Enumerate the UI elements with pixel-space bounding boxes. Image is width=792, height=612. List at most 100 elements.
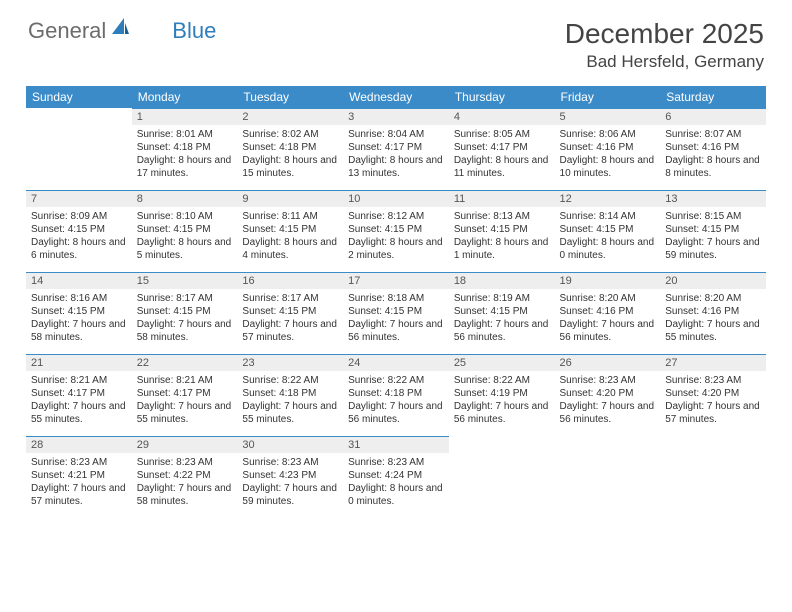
- day-number: 3: [343, 108, 449, 125]
- day-number: 11: [449, 190, 555, 207]
- calendar-body: 1Sunrise: 8:01 AMSunset: 4:18 PMDaylight…: [26, 108, 766, 518]
- day-detail: Sunrise: 8:22 AMSunset: 4:18 PMDaylight:…: [237, 371, 343, 430]
- day-detail: Sunrise: 8:19 AMSunset: 4:15 PMDaylight:…: [449, 289, 555, 348]
- day-cell-9: 9Sunrise: 8:11 AMSunset: 4:15 PMDaylight…: [237, 190, 343, 272]
- day-number: 28: [26, 436, 132, 453]
- day-number: 21: [26, 354, 132, 371]
- weekday-header-row: SundayMondayTuesdayWednesdayThursdayFrid…: [26, 86, 766, 108]
- day-number: 29: [132, 436, 238, 453]
- day-cell-31: 31Sunrise: 8:23 AMSunset: 4:24 PMDayligh…: [343, 436, 449, 518]
- day-cell-15: 15Sunrise: 8:17 AMSunset: 4:15 PMDayligh…: [132, 272, 238, 354]
- day-cell-24: 24Sunrise: 8:22 AMSunset: 4:18 PMDayligh…: [343, 354, 449, 436]
- day-cell-5: 5Sunrise: 8:06 AMSunset: 4:16 PMDaylight…: [555, 108, 661, 190]
- day-number: 5: [555, 108, 661, 125]
- calendar-table: SundayMondayTuesdayWednesdayThursdayFrid…: [26, 86, 766, 518]
- day-cell-3: 3Sunrise: 8:04 AMSunset: 4:17 PMDaylight…: [343, 108, 449, 190]
- day-cell-8: 8Sunrise: 8:10 AMSunset: 4:15 PMDaylight…: [132, 190, 238, 272]
- day-cell-20: 20Sunrise: 8:20 AMSunset: 4:16 PMDayligh…: [660, 272, 766, 354]
- weekday-tuesday: Tuesday: [237, 86, 343, 108]
- day-number: 27: [660, 354, 766, 371]
- day-number: 14: [26, 272, 132, 289]
- day-number: 1: [132, 108, 238, 125]
- month-title: December 2025: [565, 18, 764, 50]
- day-cell-13: 13Sunrise: 8:15 AMSunset: 4:15 PMDayligh…: [660, 190, 766, 272]
- day-detail: Sunrise: 8:14 AMSunset: 4:15 PMDaylight:…: [555, 207, 661, 266]
- weekday-monday: Monday: [132, 86, 238, 108]
- location: Bad Hersfeld, Germany: [565, 52, 764, 72]
- empty-cell: [660, 436, 766, 518]
- day-detail: Sunrise: 8:22 AMSunset: 4:18 PMDaylight:…: [343, 371, 449, 430]
- day-number: 12: [555, 190, 661, 207]
- day-detail: Sunrise: 8:21 AMSunset: 4:17 PMDaylight:…: [132, 371, 238, 430]
- day-number: 23: [237, 354, 343, 371]
- day-cell-26: 26Sunrise: 8:23 AMSunset: 4:20 PMDayligh…: [555, 354, 661, 436]
- day-number: 24: [343, 354, 449, 371]
- day-detail: Sunrise: 8:20 AMSunset: 4:16 PMDaylight:…: [660, 289, 766, 348]
- day-cell-19: 19Sunrise: 8:20 AMSunset: 4:16 PMDayligh…: [555, 272, 661, 354]
- day-detail: Sunrise: 8:15 AMSunset: 4:15 PMDaylight:…: [660, 207, 766, 266]
- day-cell-17: 17Sunrise: 8:18 AMSunset: 4:15 PMDayligh…: [343, 272, 449, 354]
- day-cell-28: 28Sunrise: 8:23 AMSunset: 4:21 PMDayligh…: [26, 436, 132, 518]
- empty-cell: [26, 108, 132, 190]
- day-cell-16: 16Sunrise: 8:17 AMSunset: 4:15 PMDayligh…: [237, 272, 343, 354]
- calendar-row: 7Sunrise: 8:09 AMSunset: 4:15 PMDaylight…: [26, 190, 766, 272]
- calendar-row: 14Sunrise: 8:16 AMSunset: 4:15 PMDayligh…: [26, 272, 766, 354]
- day-detail: Sunrise: 8:06 AMSunset: 4:16 PMDaylight:…: [555, 125, 661, 184]
- day-number: 19: [555, 272, 661, 289]
- day-cell-27: 27Sunrise: 8:23 AMSunset: 4:20 PMDayligh…: [660, 354, 766, 436]
- calendar-row: 28Sunrise: 8:23 AMSunset: 4:21 PMDayligh…: [26, 436, 766, 518]
- day-detail: Sunrise: 8:01 AMSunset: 4:18 PMDaylight:…: [132, 125, 238, 184]
- day-number: 10: [343, 190, 449, 207]
- weekday-saturday: Saturday: [660, 86, 766, 108]
- day-cell-7: 7Sunrise: 8:09 AMSunset: 4:15 PMDaylight…: [26, 190, 132, 272]
- day-detail: Sunrise: 8:10 AMSunset: 4:15 PMDaylight:…: [132, 207, 238, 266]
- day-detail: Sunrise: 8:07 AMSunset: 4:16 PMDaylight:…: [660, 125, 766, 184]
- day-cell-11: 11Sunrise: 8:13 AMSunset: 4:15 PMDayligh…: [449, 190, 555, 272]
- day-cell-23: 23Sunrise: 8:22 AMSunset: 4:18 PMDayligh…: [237, 354, 343, 436]
- logo: General Blue: [28, 18, 216, 44]
- day-cell-1: 1Sunrise: 8:01 AMSunset: 4:18 PMDaylight…: [132, 108, 238, 190]
- day-cell-2: 2Sunrise: 8:02 AMSunset: 4:18 PMDaylight…: [237, 108, 343, 190]
- day-detail: Sunrise: 8:21 AMSunset: 4:17 PMDaylight:…: [26, 371, 132, 430]
- day-detail: Sunrise: 8:23 AMSunset: 4:20 PMDaylight:…: [660, 371, 766, 430]
- day-cell-29: 29Sunrise: 8:23 AMSunset: 4:22 PMDayligh…: [132, 436, 238, 518]
- day-number: 22: [132, 354, 238, 371]
- day-number: 20: [660, 272, 766, 289]
- day-detail: Sunrise: 8:13 AMSunset: 4:15 PMDaylight:…: [449, 207, 555, 266]
- day-number: 8: [132, 190, 238, 207]
- day-detail: Sunrise: 8:23 AMSunset: 4:22 PMDaylight:…: [132, 453, 238, 512]
- day-detail: Sunrise: 8:12 AMSunset: 4:15 PMDaylight:…: [343, 207, 449, 266]
- day-detail: Sunrise: 8:23 AMSunset: 4:23 PMDaylight:…: [237, 453, 343, 512]
- weekday-wednesday: Wednesday: [343, 86, 449, 108]
- logo-text-general: General: [28, 18, 106, 44]
- day-number: 7: [26, 190, 132, 207]
- day-detail: Sunrise: 8:16 AMSunset: 4:15 PMDaylight:…: [26, 289, 132, 348]
- empty-cell: [555, 436, 661, 518]
- day-cell-30: 30Sunrise: 8:23 AMSunset: 4:23 PMDayligh…: [237, 436, 343, 518]
- weekday-thursday: Thursday: [449, 86, 555, 108]
- day-number: 17: [343, 272, 449, 289]
- day-number: 4: [449, 108, 555, 125]
- day-detail: Sunrise: 8:23 AMSunset: 4:21 PMDaylight:…: [26, 453, 132, 512]
- day-cell-10: 10Sunrise: 8:12 AMSunset: 4:15 PMDayligh…: [343, 190, 449, 272]
- day-detail: Sunrise: 8:18 AMSunset: 4:15 PMDaylight:…: [343, 289, 449, 348]
- day-number: 18: [449, 272, 555, 289]
- title-block: December 2025 Bad Hersfeld, Germany: [565, 18, 764, 72]
- day-cell-22: 22Sunrise: 8:21 AMSunset: 4:17 PMDayligh…: [132, 354, 238, 436]
- weekday-friday: Friday: [555, 86, 661, 108]
- day-number: 15: [132, 272, 238, 289]
- day-detail: Sunrise: 8:22 AMSunset: 4:19 PMDaylight:…: [449, 371, 555, 430]
- day-number: 31: [343, 436, 449, 453]
- day-number: 2: [237, 108, 343, 125]
- day-number: 30: [237, 436, 343, 453]
- day-detail: Sunrise: 8:17 AMSunset: 4:15 PMDaylight:…: [237, 289, 343, 348]
- day-detail: Sunrise: 8:23 AMSunset: 4:20 PMDaylight:…: [555, 371, 661, 430]
- day-number: 13: [660, 190, 766, 207]
- day-detail: Sunrise: 8:02 AMSunset: 4:18 PMDaylight:…: [237, 125, 343, 184]
- day-number: 16: [237, 272, 343, 289]
- day-cell-14: 14Sunrise: 8:16 AMSunset: 4:15 PMDayligh…: [26, 272, 132, 354]
- day-detail: Sunrise: 8:11 AMSunset: 4:15 PMDaylight:…: [237, 207, 343, 266]
- day-detail: Sunrise: 8:05 AMSunset: 4:17 PMDaylight:…: [449, 125, 555, 184]
- day-detail: Sunrise: 8:09 AMSunset: 4:15 PMDaylight:…: [26, 207, 132, 266]
- day-detail: Sunrise: 8:17 AMSunset: 4:15 PMDaylight:…: [132, 289, 238, 348]
